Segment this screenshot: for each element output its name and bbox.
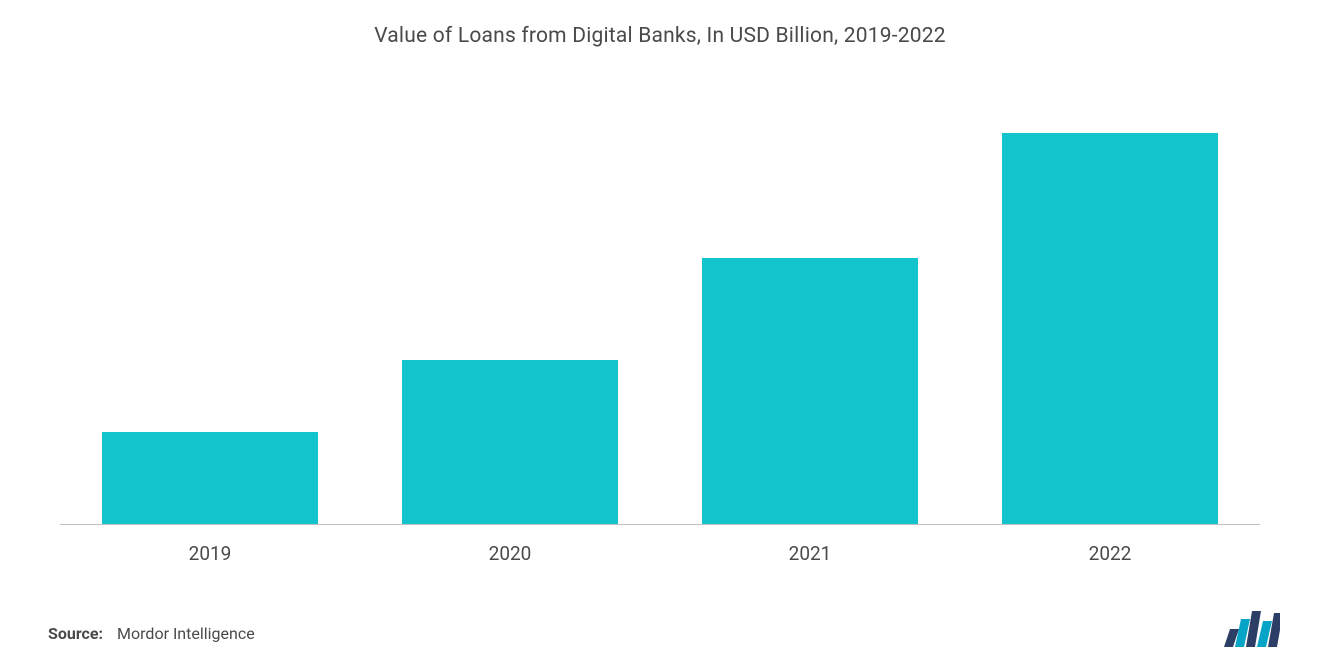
x-axis-labels: 2019202020212022 [60, 542, 1260, 565]
x-axis-label: 2019 [60, 542, 360, 565]
x-axis-label: 2020 [360, 542, 660, 565]
source-value: Mordor Intelligence [117, 624, 255, 643]
bar [702, 258, 918, 525]
bar [1002, 133, 1218, 525]
chart-container: Value of Loans from Digital Banks, In US… [0, 0, 1320, 665]
bar-slot [960, 80, 1260, 525]
chart-title: Value of Loans from Digital Banks, In US… [0, 24, 1320, 48]
source-attribution: Source: Mordor Intelligence [48, 624, 255, 643]
bar-group [60, 80, 1260, 525]
mordor-logo-icon [1224, 611, 1280, 647]
bar [402, 360, 618, 525]
x-axis-line [60, 524, 1260, 525]
bar-slot [360, 80, 660, 525]
bar [102, 432, 318, 525]
source-label: Source: [48, 624, 103, 643]
x-axis-label: 2022 [960, 542, 1260, 565]
bar-slot [60, 80, 360, 525]
x-axis-label: 2021 [660, 542, 960, 565]
bar-slot [660, 80, 960, 525]
plot-area [60, 80, 1260, 525]
